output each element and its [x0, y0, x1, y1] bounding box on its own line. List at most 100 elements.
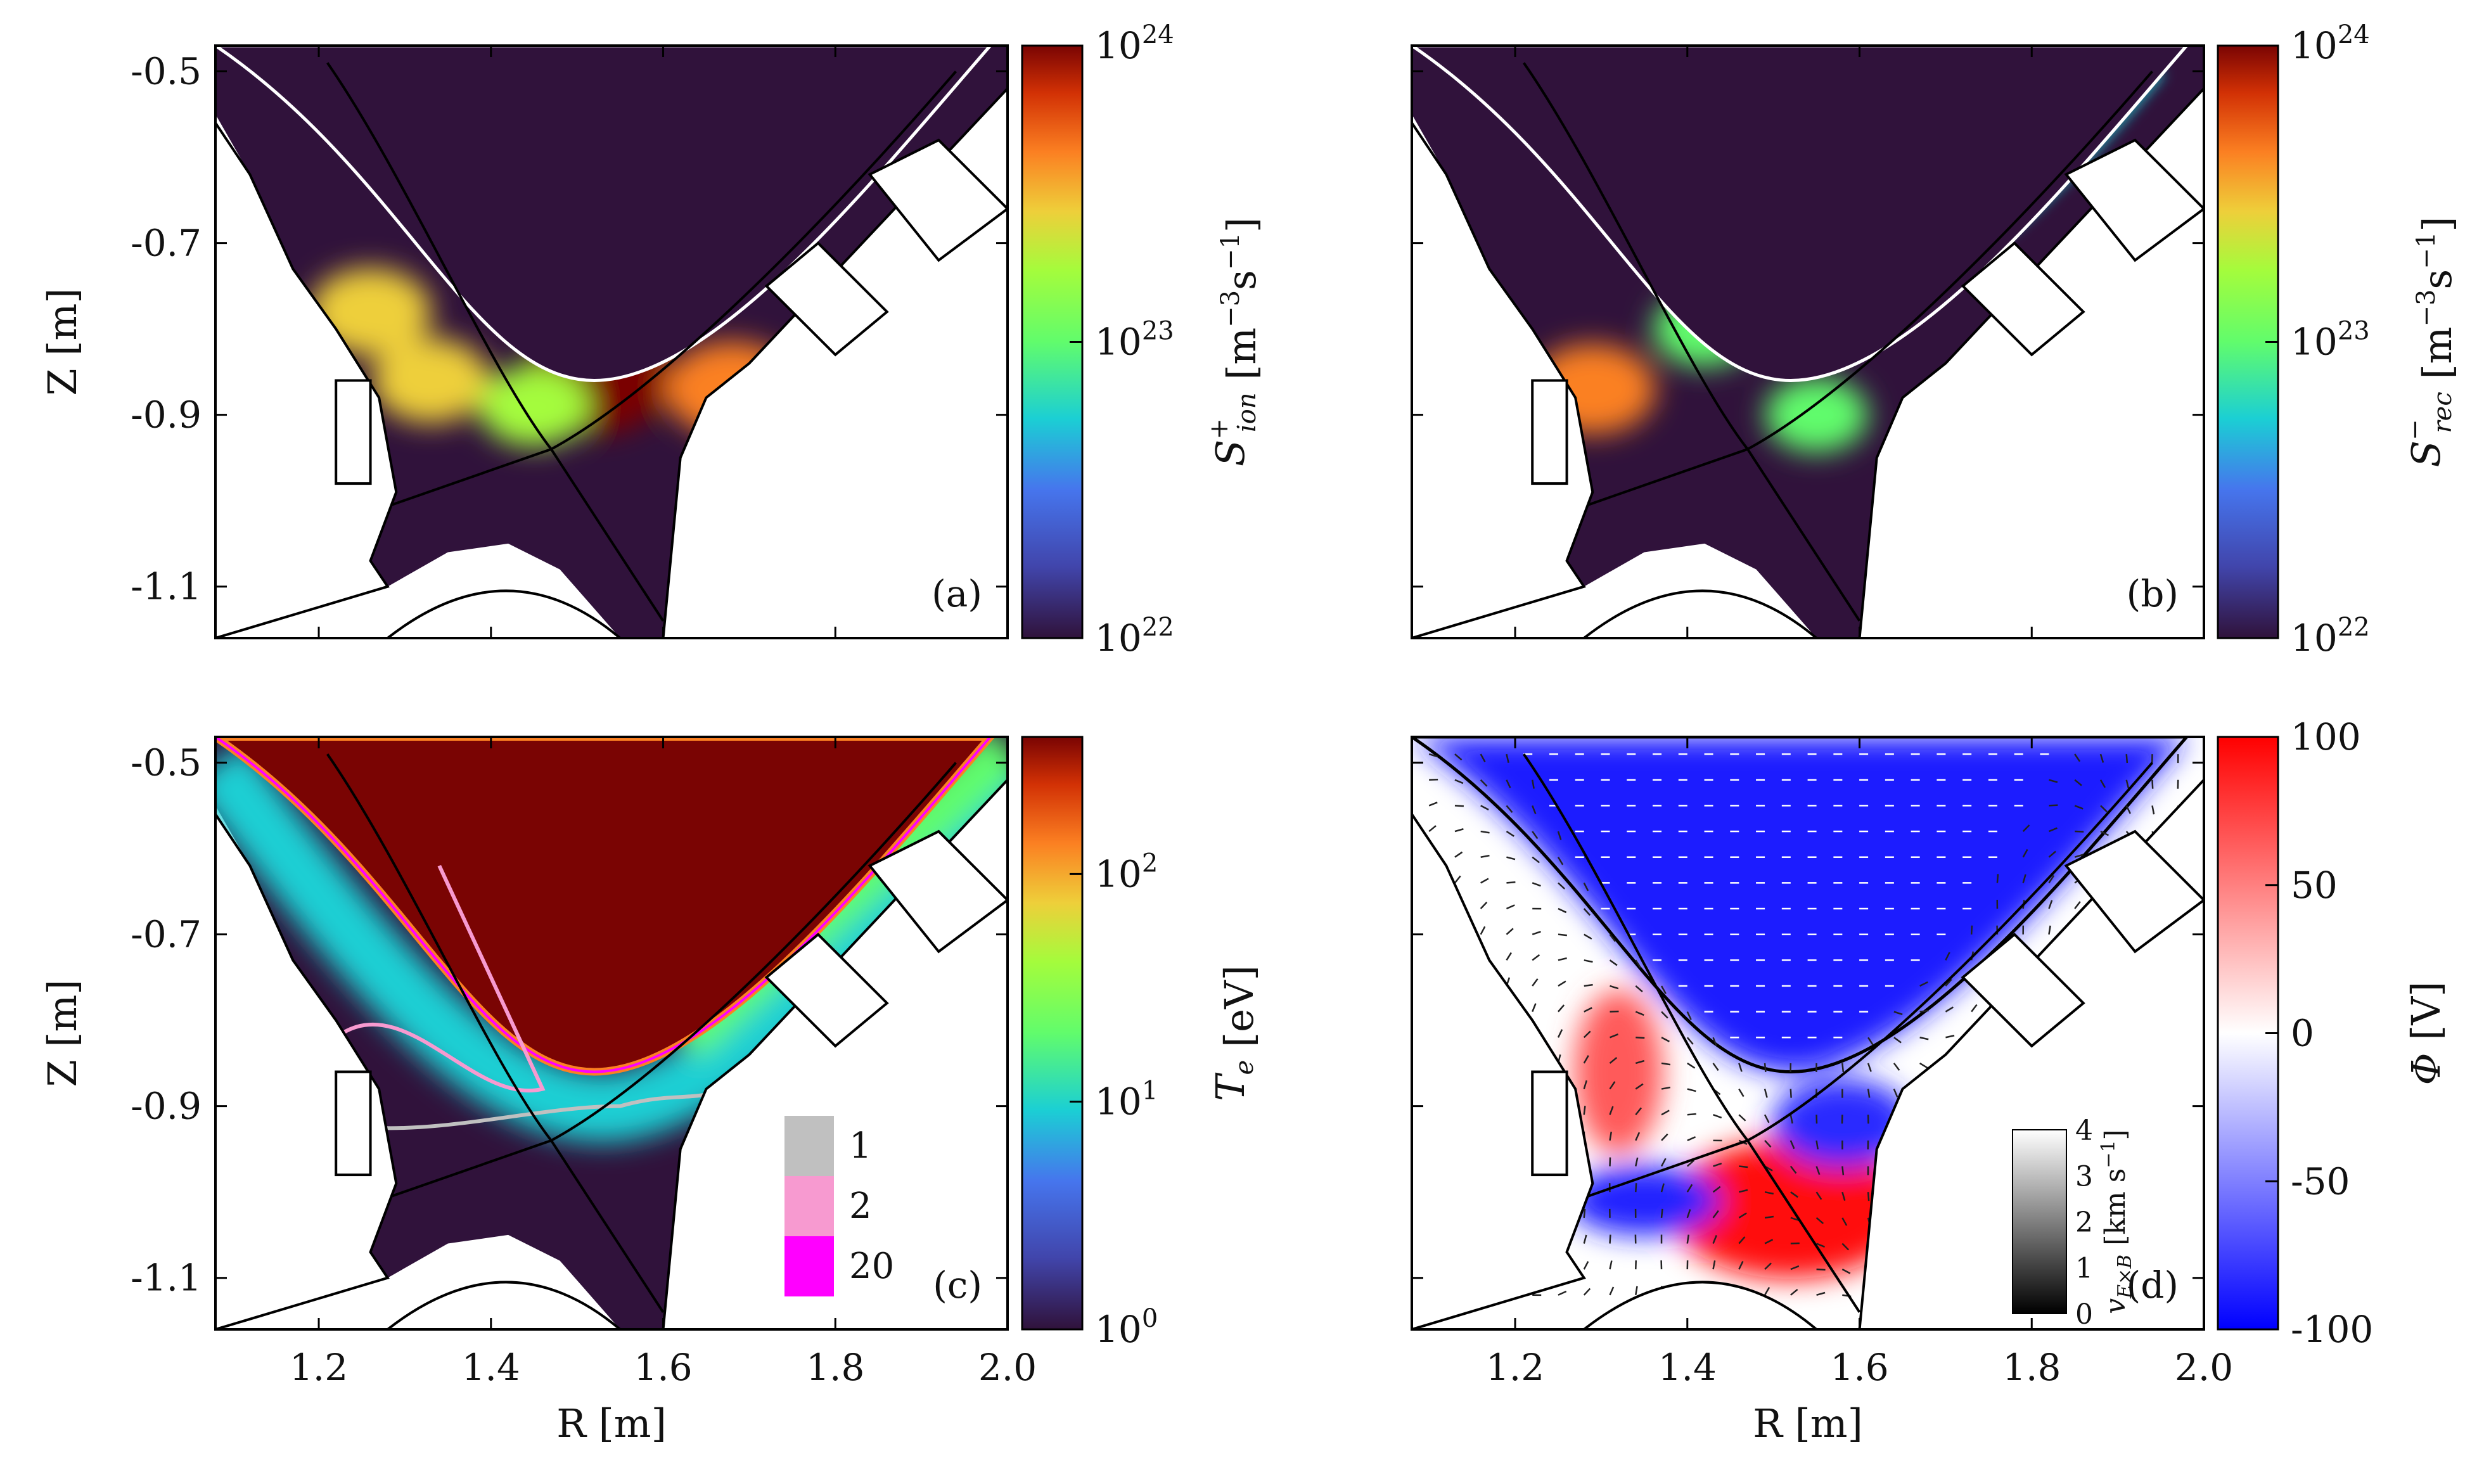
legend-label: 20	[849, 1246, 894, 1287]
exb-arrow	[1686, 1209, 1691, 1219]
exb-arrow	[1454, 828, 1464, 833]
inner-divertor-positive	[1574, 989, 1663, 1155]
exb-arrow	[1919, 1009, 1929, 1013]
legend-label: 1	[849, 1125, 872, 1167]
exb-arrow	[1660, 1208, 1663, 1218]
y-tick-label: -1.1	[131, 1257, 202, 1300]
y-tick-label: -0.7	[131, 222, 202, 265]
exb-arrow	[1506, 952, 1512, 961]
exb-arrow	[1584, 933, 1592, 940]
x-tick-label: 1.4	[1658, 1346, 1717, 1389]
exb-arrow	[1686, 1037, 1694, 1045]
dome	[385, 1281, 622, 1329]
exb-arrow	[1635, 985, 1643, 993]
outer-port	[1961, 932, 2085, 1048]
exb-arrow	[1661, 1110, 1670, 1116]
exb-arrow	[1789, 1114, 1793, 1124]
exb-arrow	[1454, 851, 1463, 858]
exb-arrow	[1764, 1191, 1774, 1195]
exb-arrow	[1506, 779, 1511, 788]
exb-arrow	[1609, 1157, 1611, 1167]
exb-arrow	[1558, 907, 1567, 914]
exb-arrow	[2048, 827, 2058, 833]
exb-arrow	[1764, 1239, 1774, 1244]
exb-arrow	[1712, 1186, 1721, 1193]
y-tick-label: -0.7	[131, 913, 202, 956]
exb-arrow	[1661, 1011, 1668, 1019]
exb-arrow	[1841, 1191, 1846, 1201]
exb-arrow	[2049, 804, 2058, 807]
core-region	[215, 46, 990, 381]
exb-arrow	[1506, 881, 1516, 884]
exb-arrow	[1686, 1234, 1690, 1244]
exb-arrow	[1532, 805, 1537, 814]
axes-frame	[214, 736, 1009, 1331]
colorbar-label: S+ion [m−3s−1]	[1205, 217, 1265, 466]
exb-arrow	[1609, 1057, 1618, 1064]
exb-arrow	[1893, 1011, 1903, 1016]
exb-arrow	[2099, 779, 2106, 788]
x-tick-label: 1.2	[290, 1346, 348, 1389]
vessel-wall	[1412, 777, 2204, 1329]
exb-arrow	[1480, 854, 1490, 858]
exb-arrow	[1583, 1106, 1586, 1115]
exb-arrow	[1764, 1140, 1772, 1148]
exb-arrow	[1583, 1288, 1591, 1296]
exb-arrow	[1739, 1189, 1748, 1193]
exb-arrow	[1661, 1062, 1671, 1066]
exb-arrow	[1429, 778, 1438, 781]
exb-arrow	[1609, 1131, 1613, 1141]
exb-arrow	[1558, 1290, 1567, 1296]
inner-baffle	[335, 379, 372, 485]
exb-arrow	[2075, 830, 2084, 833]
separatrix-leg-outer	[326, 753, 665, 1313]
colorbar-tick-label: 1024	[2291, 20, 2370, 67]
exb-arrow	[2125, 779, 2130, 789]
exb-arrow	[1996, 874, 1999, 883]
exb-arrow	[1610, 1033, 1619, 1039]
exb-arrow	[1480, 830, 1490, 834]
vector-colorbar	[2012, 1129, 2067, 1314]
exb-arrow	[1738, 1212, 1747, 1219]
exb-arrow	[1557, 831, 1562, 840]
colorbar-tick-label: 100	[1095, 1304, 1158, 1351]
exb-arrow	[1764, 1114, 1770, 1123]
x-tick-label: 1.2	[1486, 1346, 1544, 1389]
exb-arrow	[2022, 874, 2026, 883]
dome	[1582, 589, 1819, 638]
potential-field	[1412, 737, 2187, 1279]
vector-colorbar-tick: 3	[2075, 1161, 2093, 1193]
exb-arrow	[1686, 1011, 1692, 1020]
exb-arrow	[1583, 1030, 1591, 1039]
exb-arrow	[1635, 1107, 1642, 1116]
exb-arrow	[1480, 779, 1488, 787]
exb-arrow	[1790, 1288, 1798, 1296]
colorbar-tick-label: -100	[2291, 1308, 2373, 1351]
exb-arrow	[1712, 1037, 1717, 1046]
exb-arrow	[1790, 1191, 1798, 1198]
separatrix-leg-outer	[326, 61, 665, 622]
y-tick-label: -0.5	[131, 741, 202, 784]
exb-arrow	[1558, 882, 1566, 890]
exb-arrow	[1738, 1236, 1746, 1244]
legend-swatch	[784, 1116, 834, 1176]
exb-arrow	[1583, 908, 1591, 916]
plot-area	[1412, 737, 2204, 1329]
exb-arrow	[1816, 1268, 1826, 1271]
exb-arrow	[1480, 901, 1488, 909]
exb-arrow	[1454, 805, 1464, 807]
exb-arrow	[1764, 1215, 1774, 1219]
exb-arrow	[1583, 1055, 1589, 1064]
exb-arrow	[2074, 779, 2082, 786]
exb-arrow	[1687, 1062, 1696, 1069]
exb-arrow	[1428, 802, 1438, 807]
exb-arrow	[1713, 1114, 1722, 1119]
exb-arrow	[1480, 926, 1486, 935]
exb-arrow	[1609, 959, 1618, 966]
exb-arrow	[1428, 753, 1438, 758]
colorbar-tick-label: 1024	[1095, 20, 1174, 67]
exb-arrow	[2048, 850, 2056, 858]
exb-arrow	[1532, 856, 1540, 864]
plot-area	[215, 46, 1008, 638]
